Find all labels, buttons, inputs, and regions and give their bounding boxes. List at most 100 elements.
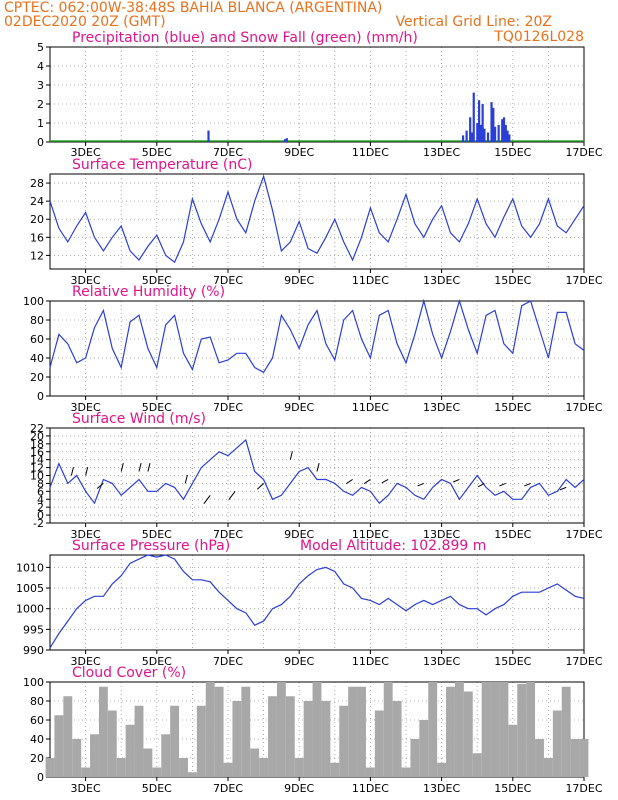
cloud-bar	[383, 682, 393, 777]
cloud-bar	[419, 720, 429, 777]
cloud-bar	[410, 739, 420, 777]
series-line	[49, 298, 585, 374]
cloud-bar	[437, 762, 447, 777]
x-tick-label: 13DEC	[423, 274, 460, 287]
x-tick-label: 5DEC	[142, 146, 172, 159]
x-tick-label: 11DEC	[352, 146, 389, 159]
x-tick-label: 5DEC	[142, 655, 172, 668]
y-tick-label: 6	[37, 485, 44, 498]
wind-arrow	[363, 479, 371, 485]
y-tick-label: 80	[30, 314, 44, 327]
cloud-bar	[143, 748, 153, 777]
cloud-bar	[259, 758, 269, 777]
precip-bar	[461, 135, 465, 142]
cloud-bar	[125, 724, 135, 777]
y-tick-label: 60	[30, 714, 44, 727]
precip-bar	[486, 132, 490, 142]
header-date: 02DEC2020 20Z (GMT)	[4, 14, 166, 30]
precip-bar	[469, 117, 472, 142]
y-tick-label: 40	[30, 733, 44, 746]
y-tick-label: 14	[30, 454, 44, 467]
x-tick-label: 7DEC	[213, 401, 243, 414]
x-tick-label: 15DEC	[494, 655, 531, 668]
cloud-bar	[365, 767, 375, 777]
y-tick-label: 20	[30, 371, 44, 384]
cloud-bar	[374, 710, 384, 777]
wind-arrow	[499, 482, 506, 487]
y-tick-label: 3	[37, 79, 44, 92]
x-tick-label: 11DEC	[352, 782, 389, 795]
panel-title: Surface Wind (m/s)	[72, 411, 206, 427]
panel-5: 990 995 1000 1005 1010 3DEC 5DEC 7DEC 9DEC 11DEC 1…	[16, 538, 603, 668]
cloud-bar	[454, 682, 464, 777]
cloud-bar	[312, 682, 322, 777]
x-tick-label: 15DEC	[494, 274, 531, 287]
x-tick-label: 3DEC	[71, 528, 101, 541]
precip-bar	[283, 139, 287, 142]
panel-frame	[49, 300, 585, 397]
precip-bar	[508, 134, 511, 142]
panel-frame	[49, 554, 585, 651]
x-tick-label: 7DEC	[213, 146, 243, 159]
y-tick-label: 100	[23, 295, 44, 308]
y-tick-label: 12	[30, 462, 44, 475]
y-tick-label: 100	[23, 676, 44, 689]
y-tick-label: -2	[33, 517, 44, 530]
y-tick-label: 1	[37, 117, 44, 130]
cloud-bar	[561, 686, 571, 777]
panel-1: 0 1 2 3 4 5 3DEC 5DEC 7DEC 9DEC 11DEC 13DEC 15DEC 17D…	[37, 30, 603, 159]
x-tick-label: 11DEC	[352, 655, 389, 668]
cloud-bar	[90, 734, 99, 777]
panel-frame	[49, 46, 585, 143]
panel-6: 0 20 40 60 80 100 3DEC 5DEC 7DEC 9DEC 11DEC 13DEC 15…	[23, 665, 603, 795]
y-tick-label: 28	[30, 177, 44, 190]
series-line	[49, 438, 585, 505]
cloud-bar	[357, 686, 366, 777]
x-tick-label: 3DEC	[71, 146, 101, 159]
wind-arrow	[524, 482, 531, 487]
y-tick-label: 1000	[16, 603, 44, 616]
cloud-bar	[526, 682, 536, 777]
y-tick-label: 12	[30, 249, 44, 262]
precip-bar	[477, 100, 481, 142]
cloud-bar	[481, 682, 491, 777]
cloud-bar	[490, 682, 500, 777]
cloud-bar	[72, 739, 82, 777]
x-tick-label: 9DEC	[284, 528, 314, 541]
x-tick-label: 17DEC	[565, 655, 602, 668]
cloud-bar	[276, 682, 286, 777]
x-tick-label: 9DEC	[284, 782, 314, 795]
panel-title: Surface Pressure (hPa)	[72, 538, 230, 554]
y-tick-label: 2	[37, 501, 44, 514]
cloud-bar	[205, 682, 215, 777]
y-tick-label: 80	[30, 695, 44, 708]
precip-bar	[470, 132, 474, 142]
y-tick-label: 40	[30, 352, 44, 365]
y-tick-label: 10	[30, 470, 44, 483]
x-tick-label: 15DEC	[494, 401, 531, 414]
wind-arrow	[289, 451, 293, 460]
x-tick-label: 9DEC	[284, 274, 314, 287]
series-line	[49, 554, 585, 649]
x-tick-label: 13DEC	[423, 401, 460, 414]
x-tick-label: 15DEC	[494, 782, 531, 795]
panel-annotation: Model Altitude: 102.899 m	[300, 538, 486, 554]
x-tick-label: 9DEC	[284, 146, 314, 159]
x-tick-label: 3DEC	[71, 274, 101, 287]
panel-3: 0 20 40 60 80 100 3DEC 5DEC 7DEC 9DEC 11DEC 13DEC 15…	[23, 284, 603, 414]
x-tick-label: 7DEC	[213, 274, 243, 287]
precip-bar	[490, 102, 493, 142]
precip-bar	[501, 119, 504, 142]
precip-bar	[492, 107, 495, 142]
cloud-bar	[294, 758, 304, 777]
precip-bar	[472, 92, 475, 142]
cloud-bar	[348, 686, 358, 777]
y-tick-label: 990	[23, 644, 44, 657]
cloud-bar	[321, 701, 331, 777]
wind-arrow	[85, 466, 89, 476]
cloud-bar	[552, 710, 562, 777]
panel-title: Surface Temperature (nC)	[72, 157, 253, 173]
wind-arrow	[256, 483, 264, 490]
cloud-bar	[116, 758, 126, 777]
